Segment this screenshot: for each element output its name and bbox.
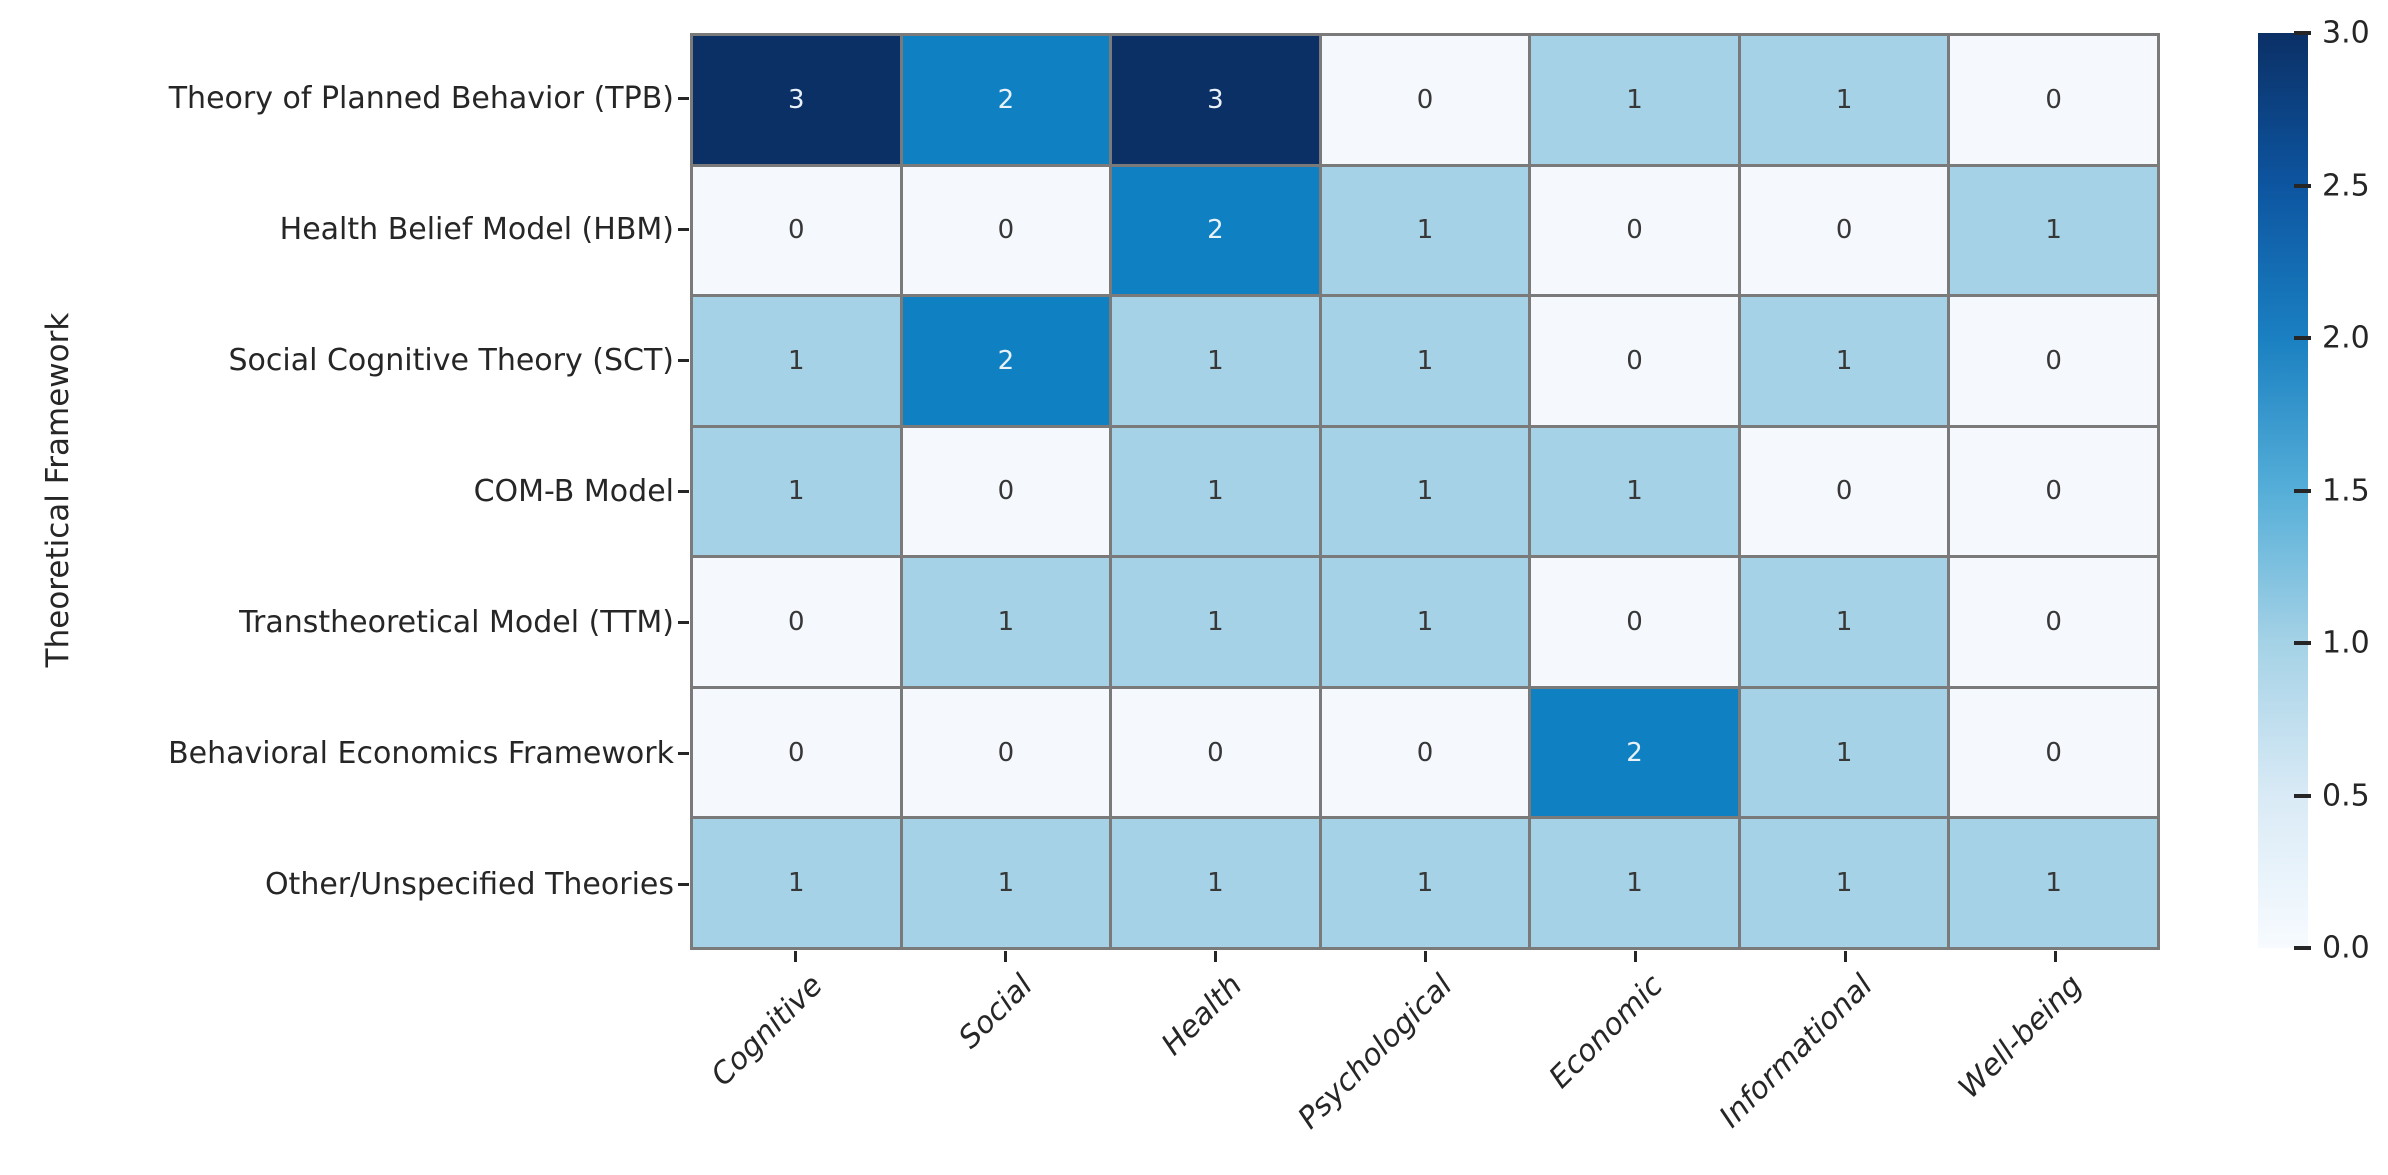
colorbar-tick-mark-3 <box>2294 488 2311 493</box>
x-tick-mark-0 <box>793 951 797 962</box>
heatmap-cell-r1c1: 0 <box>902 166 1110 295</box>
heatmap-cell-r5c1: 0 <box>902 688 1110 817</box>
heatmap-cell-r5c3: 0 <box>1321 688 1529 817</box>
heatmap-cell-r6c0: 1 <box>693 819 900 947</box>
heatmap-cell-r4c0: 0 <box>693 558 900 686</box>
heatmap-cell-r0c1: 2 <box>902 36 1110 164</box>
x-tick-mark-2 <box>1213 951 1217 962</box>
heatmap-cell-r5c4: 2 <box>1531 688 1738 817</box>
heatmap-cell-r3c2: 1 <box>1112 427 1319 556</box>
heatmap-cell-r5c6: 0 <box>1950 688 2157 817</box>
y-tick-mark-1 <box>678 228 689 231</box>
heatmap-cell-r6c2: 1 <box>1112 819 1319 947</box>
colorbar-tick-label-1: 2.5 <box>2322 168 2370 203</box>
heatmap-cell-r0c6: 0 <box>1950 36 2157 164</box>
colorbar-tick-label-4: 1.0 <box>2322 625 2370 661</box>
x-tick-mark-6 <box>2053 951 2057 962</box>
heatmap-cell-r2c1: 2 <box>902 297 1110 425</box>
heatmap-cell-r4c2: 1 <box>1112 558 1319 686</box>
y-tick-label-1: Health Belief Model (HBM) <box>279 212 674 247</box>
heatmap-cell-r5c2: 0 <box>1112 688 1319 817</box>
heatmap-cell-r6c1: 1 <box>902 819 1110 947</box>
y-tick-label-0: Theory of Planned Behavior (TPB) <box>168 81 674 116</box>
colorbar-tick-label-6: 0.0 <box>2322 930 2370 966</box>
heatmap-cell-r4c6: 0 <box>1950 558 2157 686</box>
heatmap-cell-r6c4: 1 <box>1531 819 1738 947</box>
y-tick-mark-5 <box>678 752 689 755</box>
colorbar-tick-label-3: 1.5 <box>2322 473 2370 508</box>
heatmap-cell-r0c0: 3 <box>693 36 900 164</box>
heatmap-cell-r1c0: 0 <box>693 166 900 295</box>
y-tick-mark-4 <box>678 621 689 624</box>
y-tick-labels: Theory of Planned Behavior (TPB) Health B… <box>0 33 674 950</box>
heatmap-cell-r0c5: 1 <box>1740 36 1948 164</box>
heatmap-cell-r1c6: 1 <box>1950 166 2157 295</box>
x-tick-label-4: Economic <box>1542 968 1670 1096</box>
heatmap-cell-r0c4: 1 <box>1531 36 1738 164</box>
heatmap-cell-r4c1: 1 <box>902 558 1110 686</box>
y-tick-label-3: COM-B Model <box>473 474 674 509</box>
colorbar-tick-mark-0 <box>2294 31 2311 35</box>
colorbar-tick-mark-5 <box>2294 793 2311 798</box>
colorbar-tick-label-2: 2.0 <box>2322 320 2370 356</box>
heatmap-cell-r2c2: 1 <box>1112 297 1319 425</box>
heatmap-cell-r5c5: 1 <box>1740 688 1948 817</box>
heatmap-cell-r0c3: 0 <box>1321 36 1529 164</box>
x-tick-label-2: Health <box>1155 968 1250 1063</box>
heatmap-cell-r1c3: 1 <box>1321 166 1529 295</box>
heatmap-cell-r5c0: 0 <box>693 688 900 817</box>
heatmap-cell-r6c5: 1 <box>1740 819 1948 947</box>
heatmap-cell-r3c1: 0 <box>902 427 1110 556</box>
heatmap-cell-r3c4: 1 <box>1531 427 1738 556</box>
heatmap-cell-r3c0: 1 <box>693 427 900 556</box>
heatmap-cell-r1c2: 2 <box>1112 166 1319 295</box>
heatmap-cell-r2c0: 1 <box>693 297 900 425</box>
colorbar-tick-mark-4 <box>2294 641 2311 645</box>
heatmap-cell-r6c6: 1 <box>1950 819 2157 947</box>
y-tick-label-2: Social Cognitive Theory (SCT) <box>228 343 674 378</box>
y-tick-mark-2 <box>678 359 689 362</box>
colorbar-tick-label-0: 3.0 <box>2322 15 2370 51</box>
colorbar-tick-mark-1 <box>2294 183 2311 188</box>
heatmap-cell-r3c3: 1 <box>1321 427 1529 556</box>
x-tick-label-6: Well-being <box>1952 968 2090 1106</box>
heatmap-cell-r6c3: 1 <box>1321 819 1529 947</box>
y-tick-mark-3 <box>678 490 689 493</box>
colorbar-tick-label-5: 0.5 <box>2322 778 2370 813</box>
y-tick-mark-0 <box>678 97 689 100</box>
x-tick-mark-1 <box>1003 951 1007 962</box>
heatmap-cell-r2c4: 0 <box>1531 297 1738 425</box>
x-tick-mark-5 <box>1843 951 1847 962</box>
x-tick-label-1: Social <box>952 968 1040 1056</box>
x-tick-label-3: Psychological <box>1291 968 1460 1137</box>
heatmap-cell-r0c2: 3 <box>1112 36 1319 164</box>
heatmap-cell-r4c3: 1 <box>1321 558 1529 686</box>
x-tick-mark-4 <box>1633 951 1637 962</box>
colorbar-tick-mark-2 <box>2294 336 2311 340</box>
colorbar-tick-mark-6 <box>2294 946 2311 950</box>
heatmap-cell-r3c5: 0 <box>1740 427 1948 556</box>
x-tick-label-5: Informational <box>1712 968 1880 1135</box>
y-tick-label-6: Other/Unspecified Theories <box>264 867 674 902</box>
heatmap-cell-r3c6: 0 <box>1950 427 2157 556</box>
y-tick-label-4: Transtheoretical Model (TTM) <box>239 605 674 640</box>
heatmap-cell-r2c3: 1 <box>1321 297 1529 425</box>
heatmap-cell-r2c6: 0 <box>1950 297 2157 425</box>
heatmap-cell-r4c4: 0 <box>1531 558 1738 686</box>
heatmap-cell-r2c5: 1 <box>1740 297 1948 425</box>
heatmap-cell-r4c5: 1 <box>1740 558 1948 686</box>
y-tick-mark-6 <box>678 883 689 886</box>
x-tick-mark-3 <box>1423 951 1427 962</box>
heatmap-cell-r1c5: 0 <box>1740 166 1948 295</box>
y-tick-label-5: Behavioral Economics Framework <box>168 736 674 771</box>
heatmap-cell-r1c4: 0 <box>1531 166 1738 295</box>
x-tick-label-0: Cognitive <box>704 968 830 1094</box>
